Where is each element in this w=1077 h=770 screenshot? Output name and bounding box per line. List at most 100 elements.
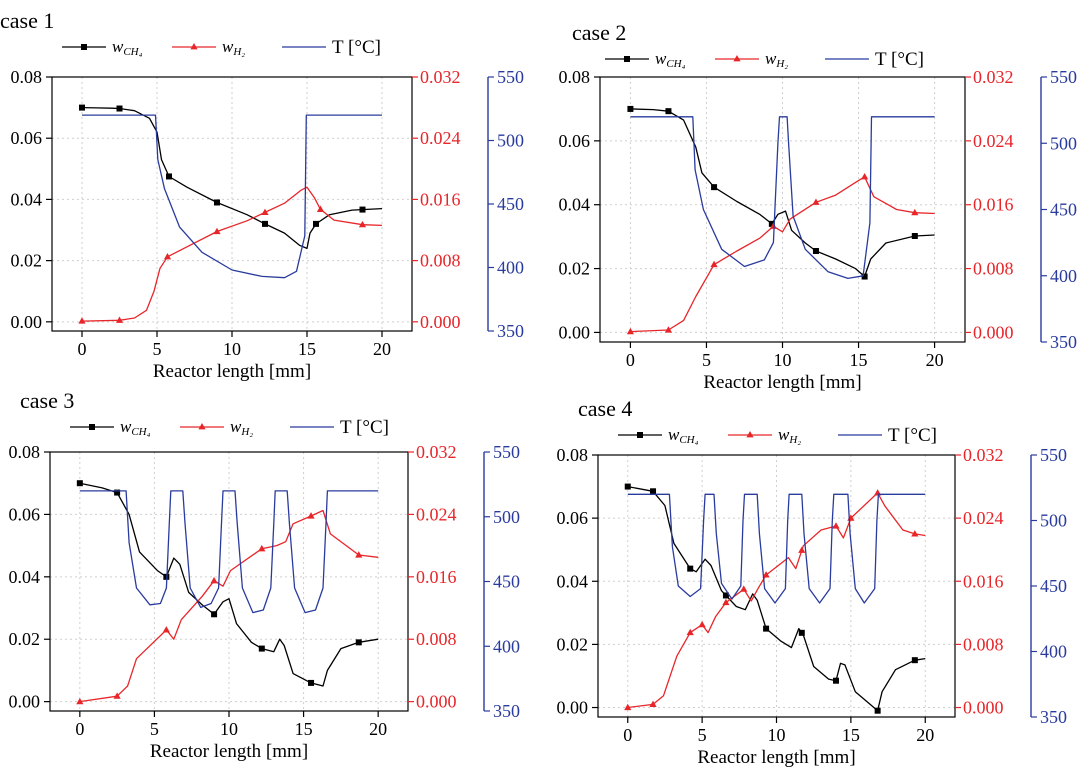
case-label: case 1 <box>0 8 54 33</box>
data-point-marker <box>769 222 777 229</box>
data-point-marker <box>78 317 86 324</box>
data-point-marker <box>258 544 266 552</box>
data-point-marker <box>798 629 805 636</box>
legend-label-w-ch4: wCH₄ <box>112 37 143 58</box>
y-right1-tick-label: 0.032 <box>963 445 1004 465</box>
data-point-marker <box>166 173 172 180</box>
data-point-marker <box>258 645 265 652</box>
data-point-marker <box>762 571 770 578</box>
data-point-marker <box>210 576 218 584</box>
data-point-marker <box>76 697 84 705</box>
x-axis-label: Reactor length [mm] <box>150 741 308 762</box>
data-point-marker <box>359 206 366 213</box>
y-left-tick-label: 0.00 <box>9 692 41 712</box>
legend: wCH₄ wH₂ T [°C] <box>62 37 381 58</box>
x-tick-label: 5 <box>150 719 159 739</box>
x-tick-label: 5 <box>702 350 711 370</box>
data-point-marker <box>665 108 672 115</box>
data-point-marker <box>76 480 83 487</box>
x-axis-label: Reactor length [mm] <box>153 361 311 382</box>
x-tick-label: 15 <box>850 350 868 370</box>
x-tick-label: 10 <box>223 339 241 359</box>
data-point-marker <box>833 677 839 684</box>
data-point-marker <box>698 620 706 628</box>
y-right2-tick-label: 350 <box>1050 332 1077 352</box>
data-point-marker <box>307 512 315 519</box>
legend-label-temperature: T [°C] <box>888 425 937 446</box>
data-point-marker <box>710 260 718 268</box>
data-point-marker <box>687 565 694 572</box>
data-point-marker <box>650 488 657 495</box>
legend-label-w-h2: wH₂ <box>230 417 253 438</box>
y-right2-tick-label: 400 <box>1050 266 1077 286</box>
y-right1-tick-label: 0.000 <box>963 698 1004 718</box>
legend-marker-w-ch4 <box>81 44 87 50</box>
y-right1-tick-label: 0.016 <box>416 567 457 587</box>
data-point-marker <box>649 700 657 707</box>
legend-label-temperature: T [°C] <box>875 49 924 70</box>
x-tick-label: 10 <box>220 719 238 739</box>
y-right1-tick-label: 0.008 <box>420 251 461 271</box>
data-point-marker <box>261 208 269 216</box>
y-left-tick-label: 0.00 <box>11 312 43 332</box>
data-point-marker <box>163 252 172 260</box>
y-right2-tick-label: 450 <box>497 194 524 214</box>
y-left-tick-label: 0.02 <box>557 634 589 654</box>
x-tick-label: 20 <box>373 339 391 359</box>
data-point-marker <box>768 220 775 227</box>
legend: wCH₄ wH₂ T [°C] <box>605 49 924 70</box>
data-point-marker <box>627 105 634 112</box>
chart-panel-2: case 2 0.00 0.02 0.04 0.06 0.08 0 5 10 15 20 Reacto… <box>559 20 1077 393</box>
y-right1-tick-label: 0.024 <box>973 131 1014 151</box>
data-point-marker <box>116 105 123 112</box>
data-point-marker <box>113 692 121 699</box>
legend-label-w-ch4: wCH₄ <box>120 417 151 438</box>
legend-label-w-h2: wH₂ <box>778 425 801 446</box>
data-point-marker <box>911 657 918 664</box>
y-right1-tick-label: 0.016 <box>973 195 1014 215</box>
legend-label-w-h2: wH₂ <box>765 49 788 70</box>
chart-panel-1: case 1 0.00 0.02 0.04 0.06 0.08 0 5 10 15 20 Reacto… <box>0 8 524 382</box>
x-tick-label: 0 <box>626 350 635 370</box>
gridlines <box>50 451 408 711</box>
data-point-marker <box>626 327 635 335</box>
y-right1-tick-label: 0.032 <box>973 67 1014 87</box>
y-left-tick-label: 0.00 <box>559 322 591 342</box>
y-right1-tick-label: 0.008 <box>963 634 1004 654</box>
data-point-marker <box>911 233 918 239</box>
y-left-tick-label: 0.06 <box>557 508 589 528</box>
y-right2-tick-label: 500 <box>1040 511 1067 531</box>
data-point-marker <box>911 530 919 537</box>
y-right1-tick-label: 0.000 <box>420 312 461 332</box>
y-left-tick-label: 0.08 <box>559 67 591 87</box>
series-line-t-c- <box>82 114 382 279</box>
case-label: case 4 <box>578 396 632 421</box>
legend-marker-w-h2 <box>746 431 754 438</box>
data-point-marker <box>115 316 124 323</box>
y-right1-tick-label: 0.008 <box>973 259 1014 279</box>
legend-label-w-ch4: wCH₄ <box>668 425 699 446</box>
data-point-marker <box>686 628 694 636</box>
y-left-tick-label: 0.04 <box>9 567 41 587</box>
data-point-marker <box>664 326 673 333</box>
y-left-tick-label: 0.02 <box>9 629 41 649</box>
gridlines <box>598 454 955 717</box>
y-right2-tick-label: 350 <box>493 701 520 721</box>
legend-marker-w-ch4 <box>637 432 643 438</box>
data-point-marker <box>355 639 362 646</box>
data-point-marker <box>874 707 881 714</box>
y-right1-tick-label: 0.016 <box>420 189 461 209</box>
y-right2-tick-label: 400 <box>1040 642 1067 662</box>
data-point-marker <box>624 483 631 490</box>
x-tick-label: 15 <box>842 725 860 745</box>
y-left-tick-label: 0.06 <box>11 128 43 148</box>
y-right1-tick-label: 0.024 <box>963 508 1004 528</box>
y-left-tick-label: 0.06 <box>9 504 41 524</box>
x-tick-label: 20 <box>916 725 934 745</box>
y-right2-tick-label: 500 <box>1050 133 1077 153</box>
legend-marker-w-h2 <box>733 55 741 62</box>
y-right2-tick-label: 550 <box>497 67 524 87</box>
data-point-marker <box>358 220 367 228</box>
legend-marker-w-ch4 <box>89 424 95 430</box>
